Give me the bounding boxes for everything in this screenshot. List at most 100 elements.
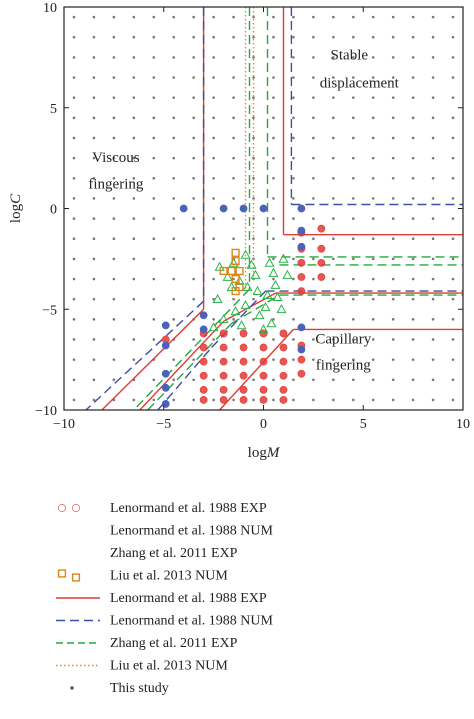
this-study-point-219: [451, 217, 455, 220]
this-study-point-163: [132, 176, 136, 180]
data-point-0-3: [297, 273, 306, 281]
legend-label-2: Zhang et al. 2011 EXP: [110, 546, 238, 561]
this-study-point-283: [132, 297, 136, 301]
this-study-point-104: [152, 116, 156, 120]
this-study-point-22: [112, 35, 116, 39]
this-study-point-352: [312, 358, 315, 361]
this-study-point-228: [232, 237, 235, 241]
this-study-point-91: [292, 96, 295, 99]
this-study-point-106: [192, 116, 195, 120]
this-study-point-108: [232, 116, 235, 120]
x-axis-title: logM: [248, 445, 281, 461]
this-study-point-327: [212, 338, 215, 341]
data-point-0-30: [259, 329, 268, 338]
this-study-point-167: [212, 176, 215, 180]
data-point-0-37: [279, 343, 288, 352]
this-study-point-66: [192, 76, 195, 79]
this-study-point-115: [371, 116, 375, 120]
this-study-point-331: [292, 338, 295, 341]
this-study-point-268: [232, 277, 235, 281]
this-study-point-150: [272, 156, 275, 160]
this-study-point-238: [431, 237, 435, 241]
y-axis-title: logC: [8, 193, 24, 223]
data-point-2-8: [264, 257, 275, 267]
this-study-point-199: [451, 197, 455, 200]
this-study-point-94: [351, 96, 355, 99]
this-study-point-181: [92, 197, 96, 200]
this-study-point-61: [92, 76, 96, 79]
this-study-point-271: [292, 277, 295, 281]
data-point-2-9: [268, 267, 279, 277]
this-study-point-29: [252, 35, 255, 39]
data-point-0-6: [317, 244, 326, 253]
this-study-point-299: [451, 297, 455, 301]
this-study-point-143: [132, 156, 136, 160]
this-study-point-117: [411, 116, 415, 120]
this-study-point-216: [391, 217, 395, 220]
this-study-point-76: [391, 76, 395, 79]
this-study-point-28: [232, 35, 235, 39]
this-study-point-262: [112, 277, 116, 281]
x-tick-label-4: 10: [456, 417, 470, 432]
this-study-point-389: [252, 398, 255, 402]
this-study-point-13: [332, 15, 335, 19]
this-study-point-366: [192, 378, 195, 382]
data-point-3-3: [227, 266, 236, 276]
data-point-0-16: [199, 385, 208, 394]
this-study-point-105: [172, 116, 176, 120]
this-study-point-113: [332, 116, 335, 120]
this-study-point-369: [252, 378, 255, 382]
this-study-point-258: [431, 257, 435, 261]
this-study-point-3: [132, 15, 136, 19]
data-point-0-31: [259, 343, 268, 352]
this-study-point-367: [212, 378, 215, 382]
this-study-point-135: [371, 136, 375, 140]
this-study-point-81: [92, 96, 96, 99]
this-study-point-357: [411, 358, 415, 361]
this-study-point-261: [92, 277, 96, 281]
this-study-point-186: [192, 197, 195, 200]
x-tick-label-3: 5: [360, 417, 367, 432]
this-study-point-338: [431, 338, 435, 341]
this-study-point-396: [391, 398, 395, 402]
data-point-0-20: [219, 357, 228, 366]
this-study-point-39: [451, 35, 455, 39]
this-study-point-244: [152, 257, 156, 261]
this-study-point-399: [451, 398, 455, 402]
this-study-point-240: [72, 257, 76, 261]
this-study-point-286: [192, 297, 195, 301]
data-point-1-11: [161, 369, 170, 378]
this-study-point-54: [351, 56, 355, 59]
this-study-point-221: [92, 237, 96, 241]
data-point-1-2: [239, 204, 248, 213]
data-point-0-17: [199, 396, 208, 404]
this-study-point-70: [272, 76, 275, 79]
this-study-point-222: [112, 237, 116, 241]
data-point-0-21: [219, 371, 228, 380]
this-study-point-18: [431, 15, 435, 19]
this-study-point-65: [172, 76, 176, 79]
this-study-point-156: [391, 156, 395, 160]
this-study-point-27: [212, 35, 215, 39]
y-tick-label-3: −5: [42, 303, 57, 318]
this-study-point-168: [232, 176, 235, 180]
this-study-point-77: [411, 76, 415, 79]
this-study-point-321: [92, 338, 96, 341]
this-study-point-1: [92, 15, 96, 19]
this-study-point-341: [92, 358, 96, 361]
this-study-point-130: [272, 136, 275, 140]
this-study-point-315: [371, 318, 375, 321]
data-point-2-17: [208, 322, 219, 332]
this-study-point-376: [391, 378, 395, 382]
this-study-point-82: [112, 96, 116, 99]
this-study-point-211: [292, 217, 295, 220]
plot-area: [72, 7, 463, 410]
this-study-point-98: [431, 96, 435, 99]
this-study-point-206: [192, 217, 195, 220]
this-study-point-89: [252, 96, 255, 99]
data-point-0-7: [317, 259, 326, 267]
data-point-1-7: [297, 323, 306, 332]
data-point-2-15: [230, 306, 241, 316]
this-study-point-200: [72, 217, 76, 220]
